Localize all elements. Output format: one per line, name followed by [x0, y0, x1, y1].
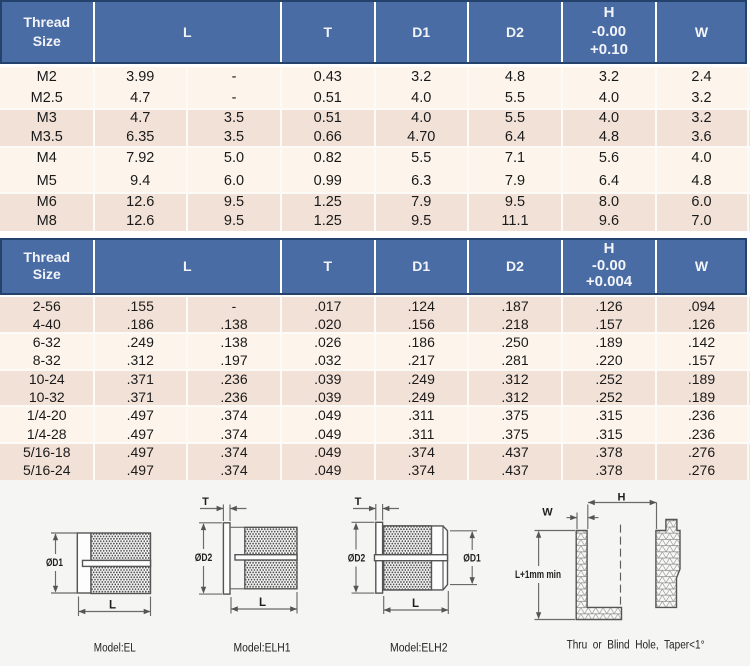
svg-text:L: L: [412, 598, 419, 610]
svg-text:L: L: [259, 597, 266, 609]
svg-text:ØD2: ØD2: [348, 553, 366, 565]
svg-text:ØD1: ØD1: [46, 557, 63, 569]
svg-text:ØD2: ØD2: [195, 552, 213, 564]
svg-text:T: T: [355, 496, 362, 508]
svg-text:Model:ELH2: Model:ELH2: [390, 643, 448, 655]
svg-text:Thru or Blind Hole, Taper<: Thru or Blind Hole, Taper<1°: [567, 640, 705, 652]
svg-text:Model:EL: Model:EL: [94, 643, 137, 655]
svg-text:L: L: [109, 600, 116, 612]
svg-text:ØD1: ØD1: [463, 553, 481, 565]
svg-text:W: W: [542, 507, 553, 519]
svg-text:T: T: [202, 496, 209, 508]
svg-text:L+1mm min: L+1mm min: [515, 569, 561, 581]
svg-text:Model:ELH1: Model:ELH1: [234, 643, 291, 655]
svg-text:H: H: [618, 492, 626, 504]
